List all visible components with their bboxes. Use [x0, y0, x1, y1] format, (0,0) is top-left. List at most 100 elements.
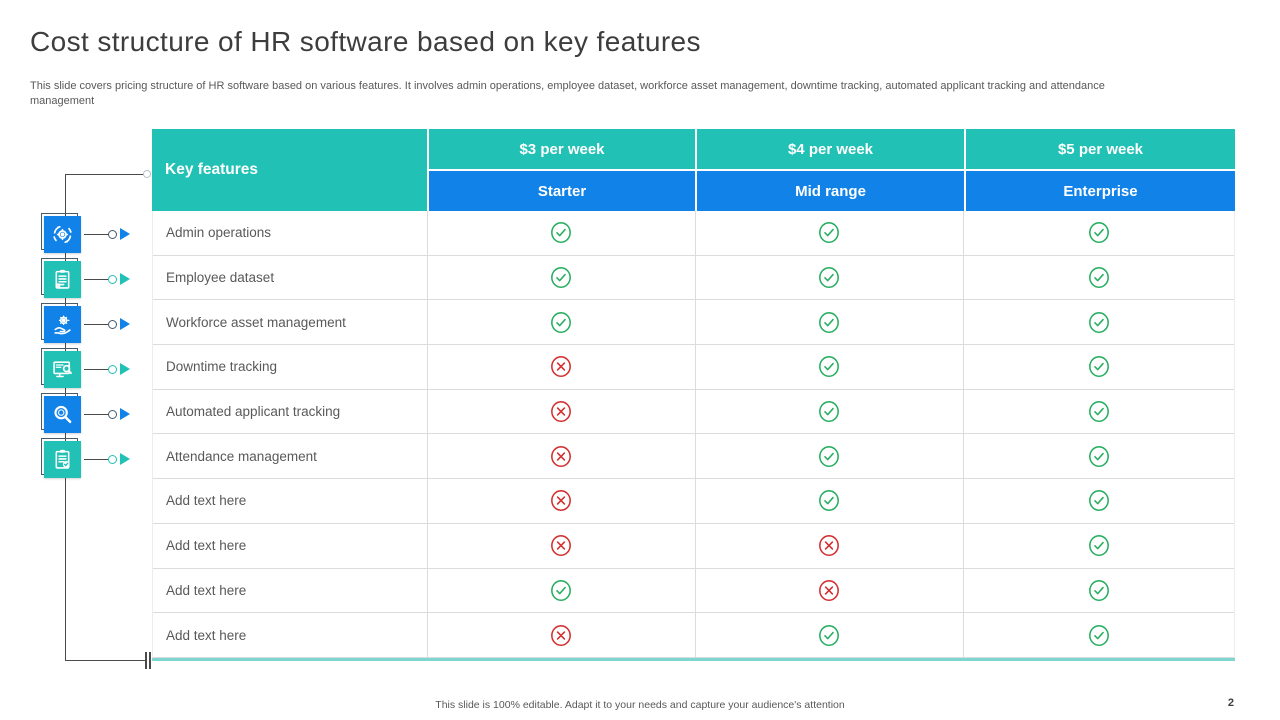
- price-header-4-per-week: $4 per week: [697, 129, 964, 169]
- monitor-search-icon: [44, 351, 81, 388]
- mark-cell: [696, 255, 965, 300]
- check-icon: [1089, 445, 1110, 467]
- price-header-5-per-week: $5 per week: [966, 129, 1235, 169]
- magnifier-icon: [44, 396, 81, 433]
- cross-icon: [551, 535, 572, 557]
- check-icon: [551, 579, 572, 601]
- mark-cell: [696, 300, 965, 345]
- tier-header-enterprise: Enterprise: [966, 171, 1235, 211]
- mark-cell: [428, 613, 696, 657]
- mark-cell: [696, 568, 965, 613]
- slide-description: This slide covers pricing structure of H…: [30, 80, 1105, 107]
- rail-end-tick: [145, 652, 147, 669]
- check-icon: [819, 267, 840, 289]
- cross-icon: [551, 356, 572, 378]
- mark-cell: [964, 345, 1234, 389]
- mark-cell: [964, 569, 1234, 613]
- add-text-placeholder[interactable]: Add text here: [153, 523, 428, 568]
- mark-cell: [428, 211, 696, 255]
- arrow-right-icon: [120, 273, 130, 285]
- table-row: Add text here: [153, 568, 1234, 614]
- mark-cell: [964, 256, 1234, 300]
- mark-cell: [428, 300, 696, 345]
- check-icon: [819, 624, 840, 646]
- table-row: Workforce asset management: [153, 300, 1234, 346]
- table-row: Admin operations: [153, 211, 1234, 256]
- check-icon: [551, 222, 572, 244]
- add-text-placeholder[interactable]: Add text here: [153, 613, 428, 657]
- table-row: Automated applicant tracking: [153, 389, 1234, 435]
- cross-icon: [819, 535, 840, 557]
- footer-note: This slide is 100% editable. Adapt it to…: [435, 699, 845, 711]
- connector-circle: [108, 455, 117, 464]
- mark-cell: [428, 255, 696, 300]
- cross-icon: [551, 401, 572, 423]
- check-icon: [1089, 490, 1110, 512]
- mark-cell: [696, 613, 965, 657]
- add-text-placeholder[interactable]: Add text here: [153, 479, 428, 523]
- mark-cell: [964, 524, 1234, 568]
- mark-cell: [964, 479, 1234, 523]
- connector-line: [84, 279, 108, 280]
- feature-label: Employee dataset: [153, 255, 428, 300]
- side-icon-group: [41, 303, 151, 346]
- arrow-right-icon: [120, 318, 130, 330]
- mark-cell: [428, 568, 696, 613]
- mark-cell: [428, 479, 696, 523]
- connector-circle: [108, 410, 117, 419]
- mark-cell: [964, 300, 1234, 344]
- pricing-table: Key features $3 per week $4 per week $5 …: [152, 129, 1235, 662]
- mark-cell: [428, 434, 696, 479]
- connector-line: [84, 369, 108, 370]
- table-row: Downtime tracking: [153, 345, 1234, 390]
- connector-line: [84, 414, 108, 415]
- mark-cell: [428, 523, 696, 568]
- mark-cell: [428, 345, 696, 389]
- mark-cell: [696, 389, 965, 434]
- check-icon: [551, 267, 572, 289]
- page-number: 2: [1227, 697, 1234, 709]
- clipboard-check-icon: [44, 441, 81, 478]
- check-icon: [819, 490, 840, 512]
- check-icon: [819, 311, 840, 333]
- tier-header-starter: Starter: [429, 171, 695, 211]
- side-icon-group: [41, 438, 151, 481]
- check-icon: [1089, 311, 1110, 333]
- arrow-right-icon: [120, 408, 130, 420]
- check-icon: [1089, 401, 1110, 423]
- add-text-placeholder[interactable]: Add text here: [153, 568, 428, 613]
- connector-line: [84, 234, 108, 235]
- connector-circle: [108, 275, 117, 284]
- side-icon-group: [41, 393, 151, 436]
- cross-icon: [819, 579, 840, 601]
- mark-cell: [696, 345, 965, 389]
- feature-label: Attendance management: [153, 434, 428, 479]
- check-icon: [819, 222, 840, 244]
- table-row: Attendance management: [153, 434, 1234, 480]
- mark-cell: [696, 523, 965, 568]
- check-icon: [819, 445, 840, 467]
- tier-header-mid-range: Mid range: [697, 171, 964, 211]
- connector-circle: [108, 365, 117, 374]
- rail-bottom-line: [65, 660, 145, 661]
- table-header: Key features $3 per week $4 per week $5 …: [152, 129, 1235, 211]
- mark-cell: [964, 211, 1234, 255]
- key-features-header: Key features: [152, 129, 427, 211]
- check-icon: [819, 401, 840, 423]
- check-icon: [819, 356, 840, 378]
- table-row: Add text here: [153, 479, 1234, 524]
- price-header-3-per-week: $3 per week: [429, 129, 695, 169]
- feature-label: Downtime tracking: [153, 345, 428, 389]
- check-icon: [551, 311, 572, 333]
- rail-top-line: [65, 174, 145, 175]
- table-row: Add text here: [153, 613, 1234, 658]
- check-icon: [1089, 624, 1110, 646]
- page-title: Cost structure of HR software based on k…: [30, 26, 701, 57]
- mark-cell: [964, 434, 1234, 478]
- table-row: Add text here: [153, 523, 1234, 569]
- arrow-right-icon: [120, 453, 130, 465]
- connector-line: [84, 324, 108, 325]
- cross-icon: [551, 490, 572, 512]
- arrow-right-icon: [120, 228, 130, 240]
- check-icon: [1089, 356, 1110, 378]
